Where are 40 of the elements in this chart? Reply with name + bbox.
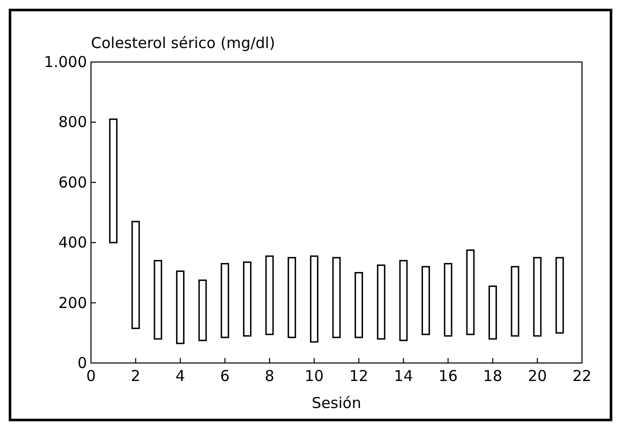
bar — [154, 260, 162, 340]
x-tick-label: 12 — [349, 367, 368, 385]
x-tick-label: 8 — [264, 367, 274, 385]
x-tick-label: 16 — [438, 367, 458, 385]
bar — [466, 249, 475, 336]
bar — [310, 255, 318, 343]
bar — [376, 264, 386, 340]
x-tick-label: 20 — [528, 367, 547, 385]
bar — [332, 256, 341, 338]
bar — [265, 255, 274, 336]
bar — [533, 256, 542, 337]
y-tick-label: 600 — [58, 173, 87, 192]
bar — [243, 261, 252, 337]
y-tick-label: 1.000 — [44, 53, 87, 71]
bar — [488, 286, 497, 340]
y-tick-label: 800 — [58, 113, 87, 132]
bar — [131, 220, 140, 330]
x-tick-label: 22 — [572, 367, 592, 385]
bar — [198, 280, 207, 342]
y-tick-label: 0 — [77, 354, 87, 372]
x-axis-title: Sesión — [312, 394, 362, 412]
bar — [444, 262, 452, 337]
bar — [399, 260, 408, 342]
bar — [555, 256, 564, 334]
bar — [176, 270, 184, 344]
y-tick-label: 200 — [58, 294, 87, 312]
x-tick-label: 10 — [304, 367, 324, 385]
bar — [422, 266, 430, 336]
x-tick-label: 18 — [483, 367, 502, 385]
y-axis-title: Colesterol sérico (mg/dl) — [91, 34, 276, 52]
x-tick-label: 14 — [394, 367, 413, 385]
bar — [109, 118, 118, 244]
y-tick-label: 400 — [58, 234, 87, 252]
x-tick-label: 4 — [176, 367, 186, 385]
x-tick-label: 6 — [220, 367, 230, 385]
bar — [510, 266, 520, 337]
bar — [288, 256, 296, 338]
bar — [354, 272, 364, 338]
x-tick-label: 2 — [130, 367, 140, 385]
bar — [220, 262, 230, 338]
